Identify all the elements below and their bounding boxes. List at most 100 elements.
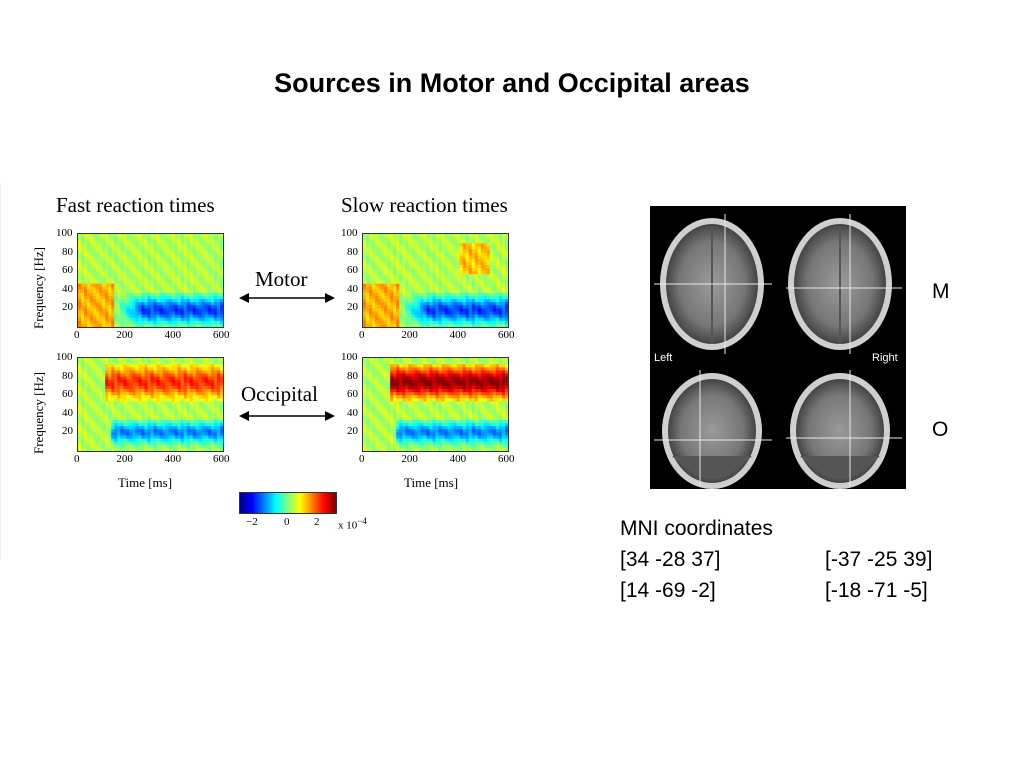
heatmap-cell xyxy=(84,305,88,309)
heatmap-cell xyxy=(117,280,121,285)
heatmap-cell xyxy=(216,274,221,278)
heatmap-cell xyxy=(504,308,508,313)
heatmap-cell xyxy=(195,426,200,430)
heatmap-cell xyxy=(78,447,82,451)
heatmap-cell xyxy=(501,286,506,291)
heatmap-cell xyxy=(213,237,218,241)
heatmap-cell xyxy=(165,268,170,272)
heatmap-cell xyxy=(387,261,391,266)
heatmap-cell xyxy=(144,255,149,260)
heatmap-cell xyxy=(189,416,194,421)
heatmap-cell xyxy=(117,423,121,427)
heatmap-cell xyxy=(483,299,488,303)
heatmap-cell xyxy=(429,302,434,306)
heatmap-cell xyxy=(429,361,434,365)
heatmap-cell xyxy=(474,286,479,291)
heatmap-cell xyxy=(78,416,82,421)
heatmap-cell xyxy=(150,441,155,446)
heatmap-cell xyxy=(378,296,382,300)
heatmap-cell xyxy=(90,373,94,378)
heatmap-cell xyxy=(189,320,194,325)
heatmap-cell xyxy=(438,317,443,322)
heatmap-cell xyxy=(456,283,461,288)
heatmap-cell xyxy=(195,429,200,433)
heatmap-cell xyxy=(174,234,179,238)
heatmap-cell xyxy=(84,277,88,282)
heatmap-cell xyxy=(93,286,97,291)
heatmap-cell xyxy=(375,373,379,378)
heatmap-cell xyxy=(402,252,406,257)
heatmap-cell xyxy=(210,311,215,316)
heatmap-cell xyxy=(93,373,97,378)
heatmap-cell xyxy=(174,379,179,384)
heatmap-cell xyxy=(366,444,370,449)
heatmap-cell xyxy=(153,370,158,375)
heatmap-cell xyxy=(381,401,385,406)
heatmap-cell xyxy=(375,364,379,368)
heatmap-cell xyxy=(366,280,370,285)
heatmap-cell xyxy=(84,240,88,244)
heatmap-cell xyxy=(444,286,449,291)
heatmap-cell xyxy=(81,441,85,446)
heatmap-cell xyxy=(501,268,506,272)
heatmap-cell xyxy=(144,407,149,412)
heatmap-cell xyxy=(201,358,206,362)
heatmap-cell xyxy=(177,268,182,272)
heatmap-cell xyxy=(453,302,458,306)
heatmap-cell xyxy=(402,435,406,440)
heatmap-cell xyxy=(168,252,173,257)
heatmap-cell xyxy=(141,274,146,278)
heatmap-cell xyxy=(114,361,118,365)
heatmap-cell xyxy=(468,268,473,272)
heatmap-cell xyxy=(363,392,367,396)
heatmap-cell xyxy=(201,398,206,402)
heatmap-cell xyxy=(390,379,394,384)
heatmap-cell xyxy=(435,258,440,263)
heatmap-cell xyxy=(417,252,421,257)
heatmap-cell xyxy=(144,268,149,272)
heatmap-cell xyxy=(147,323,152,327)
heatmap-cell xyxy=(480,258,485,263)
heatmap-cell xyxy=(405,265,409,269)
heatmap-cell xyxy=(180,435,185,440)
heatmap-cell xyxy=(414,389,418,393)
heatmap-cell xyxy=(87,277,91,282)
heatmap-cell xyxy=(96,398,100,402)
heatmap-cell xyxy=(90,292,94,297)
heatmap-cell xyxy=(420,292,425,297)
heatmap-cell xyxy=(501,280,506,285)
heatmap-cell xyxy=(387,432,391,437)
heatmap-cell xyxy=(138,255,143,260)
heatmap-cell xyxy=(216,413,221,418)
heatmap-cell xyxy=(408,283,412,288)
heatmap-cell xyxy=(114,444,118,449)
heatmap-cell xyxy=(87,364,91,368)
heatmap-cell xyxy=(405,268,409,272)
heatmap-cell xyxy=(108,246,112,251)
heatmap-cell xyxy=(363,308,367,313)
heatmap-cell xyxy=(153,289,158,294)
heatmap-cell xyxy=(147,358,152,362)
heatmap-cell xyxy=(498,299,503,303)
heatmap-cell xyxy=(363,268,367,272)
heatmap-cell xyxy=(180,429,185,433)
heatmap-cell xyxy=(465,246,470,251)
heatmap-cell xyxy=(492,237,497,241)
heatmap-cell xyxy=(408,373,412,378)
heatmap-cell xyxy=(393,237,397,241)
heatmap-cell xyxy=(399,305,403,309)
heatmap-cell xyxy=(402,268,406,272)
heatmap-cell xyxy=(486,299,491,303)
heatmap-cell xyxy=(189,255,194,260)
heatmap-cell xyxy=(201,435,206,440)
heatmap-cell xyxy=(168,364,173,368)
heatmap-cell xyxy=(480,280,485,285)
heatmap-cell xyxy=(102,246,106,251)
heatmap-cell xyxy=(417,249,421,254)
heatmap-cell xyxy=(219,435,223,440)
panel-slow-motor xyxy=(362,233,509,328)
heatmap-cell xyxy=(417,441,421,446)
heatmap-cell xyxy=(405,299,409,303)
heatmap-cell xyxy=(96,249,100,254)
heatmap-cell xyxy=(423,382,428,387)
